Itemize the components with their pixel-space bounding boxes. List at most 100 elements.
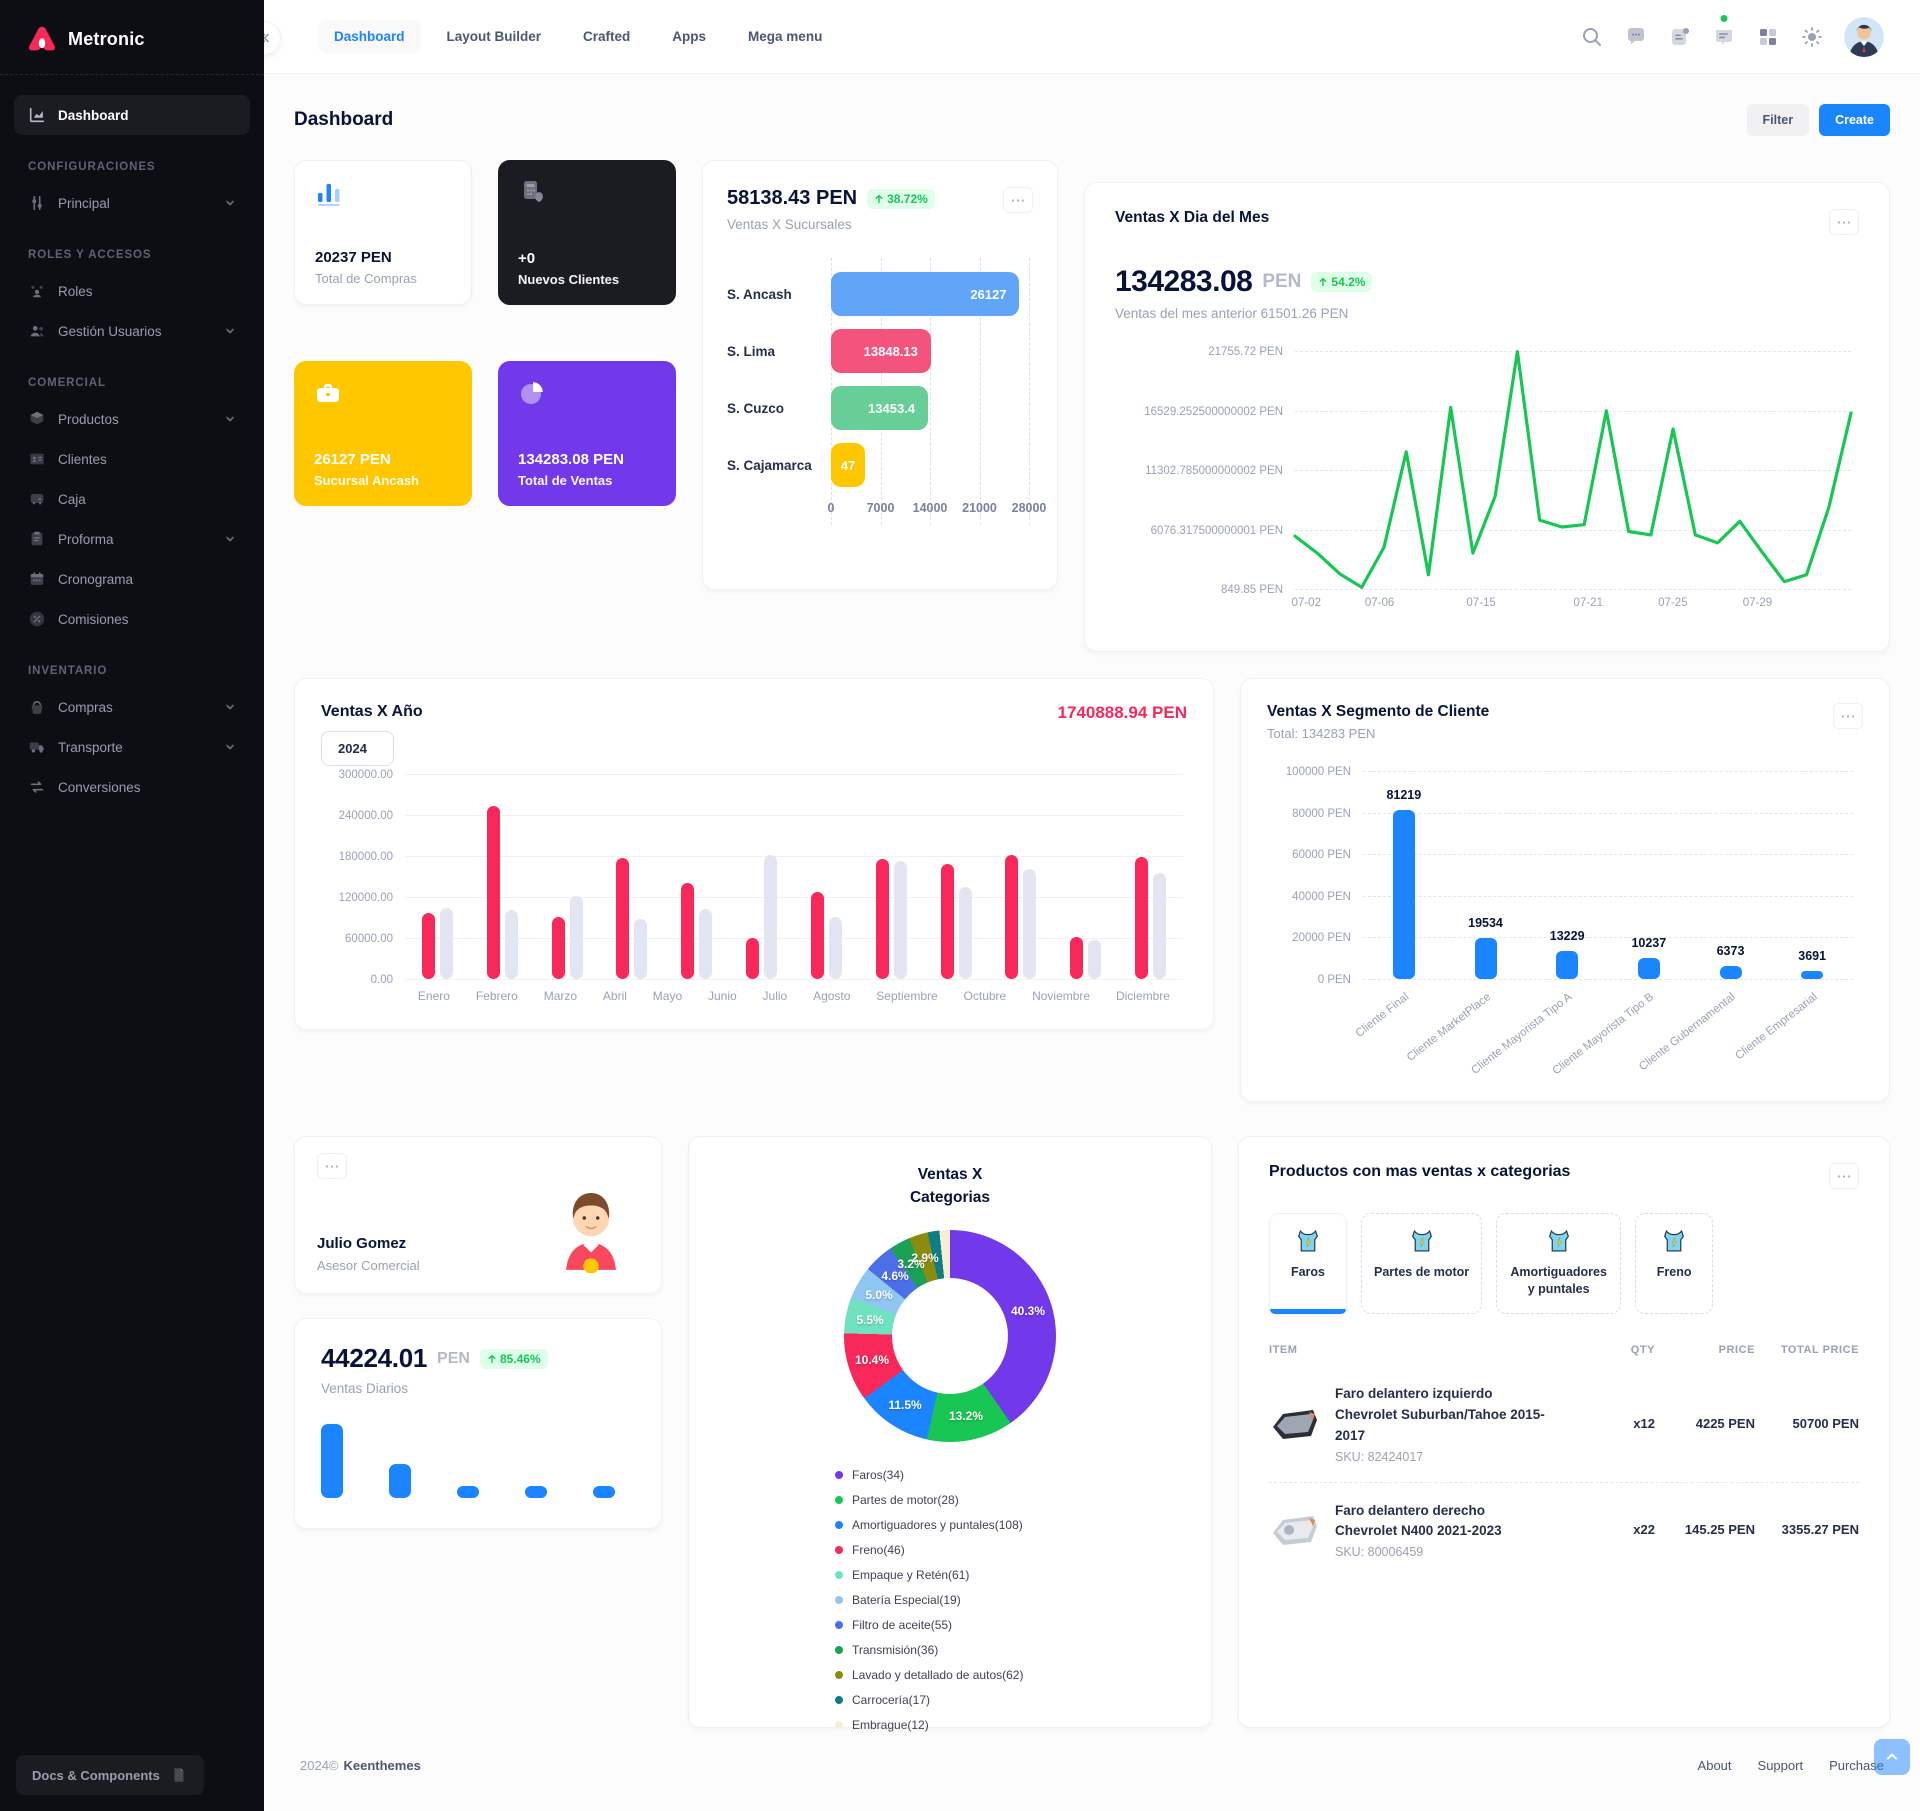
category-tab-faros[interactable]: Faros: [1269, 1213, 1347, 1314]
bar-group[interactable]: [551, 896, 583, 979]
legend-label: Freno(46): [852, 1542, 905, 1557]
bar[interactable]: [1556, 951, 1579, 979]
hbar[interactable]: 26127: [831, 272, 1020, 316]
legend-label: Lavado y detallado de autos(62): [852, 1667, 1024, 1682]
hbar[interactable]: 13453.4: [831, 386, 929, 430]
sidebar-item-proforma[interactable]: Proforma: [14, 519, 250, 559]
footer-link-support[interactable]: Support: [1757, 1758, 1804, 1773]
chevron-down-icon: [224, 325, 236, 337]
bar-group[interactable]: [746, 855, 778, 979]
sidebar-item-roles[interactable]: Roles: [14, 271, 250, 311]
bar[interactable]: [1392, 810, 1415, 979]
card-menu-button[interactable]: ⋯: [1829, 1163, 1859, 1189]
bar-group[interactable]: [1005, 855, 1037, 979]
legend-color-dot: [835, 1520, 843, 1529]
category-tab-partes-de-motor[interactable]: Partes de motor: [1361, 1213, 1483, 1314]
table-row[interactable]: Faro delantero derecho Chevrolet N400 20…: [1269, 1481, 1859, 1578]
bar-group[interactable]: [810, 892, 842, 979]
bar[interactable]: [1719, 966, 1742, 979]
chat-icon[interactable]: [1624, 25, 1648, 49]
footer-link-about[interactable]: About: [1697, 1758, 1732, 1773]
hbar[interactable]: 47: [831, 443, 865, 487]
sidebar-item-cronograma[interactable]: Cronograma: [14, 559, 250, 599]
notifications-icon[interactable]: [1668, 25, 1692, 49]
docs-components-button[interactable]: Docs & Components: [16, 1755, 204, 1795]
messages-icon[interactable]: [1712, 14, 1736, 49]
hbar-row: S. Cuzco 13453.4: [727, 386, 1033, 430]
sidebar-item-label: Proforma: [58, 531, 114, 547]
bar-group[interactable]: [616, 858, 648, 979]
productos-card: Productos con mas ventas x categorias ⋯ …: [1238, 1136, 1890, 1728]
apps-grid-icon[interactable]: [1756, 25, 1780, 49]
stat-card-total-de-ventas[interactable]: 134283.08 PEN Total de Ventas: [498, 361, 676, 506]
sidebar-item-compras[interactable]: Compras: [14, 687, 250, 727]
bar-value: 13229: [1549, 929, 1585, 943]
create-button[interactable]: Create: [1819, 104, 1890, 136]
sidebar-item-conversiones[interactable]: Conversiones: [14, 767, 250, 807]
footer-link-purchase[interactable]: Purchase: [1829, 1758, 1884, 1773]
bar-group[interactable]: [421, 908, 453, 979]
search-icon[interactable]: [1580, 25, 1604, 49]
slice-label: 10.4%: [854, 1352, 890, 1367]
user-avatar[interactable]: [1844, 16, 1884, 57]
year-select[interactable]: 2024: [321, 731, 394, 766]
category-tab-freno[interactable]: Freno: [1635, 1213, 1714, 1314]
scroll-to-top-button[interactable]: [1874, 1739, 1910, 1775]
brand-logo[interactable]: Metronic: [0, 0, 264, 74]
sidebar-item-gesti-n-usuarios[interactable]: Gestión Usuarios: [14, 311, 250, 351]
sidebar-item-productos[interactable]: Productos: [14, 399, 250, 439]
bar-group[interactable]: [486, 806, 518, 979]
category-tab-amortiguadores-y-puntales[interactable]: Amortiguadores y puntales: [1496, 1213, 1622, 1314]
bar-group[interactable]: [875, 859, 907, 979]
sidebar-item-principal[interactable]: Principal: [14, 183, 250, 223]
x-tick: Enero: [417, 989, 450, 1003]
bar-group[interactable]: [681, 883, 713, 979]
stat-card-total-de-compras[interactable]: 20237 PEN Total de Compras: [294, 160, 472, 305]
product-name[interactable]: Faro delantero izquierdo Chevrolet Subur…: [1335, 1385, 1545, 1443]
tab-mega-menu[interactable]: Mega menu: [748, 29, 823, 44]
truck-icon: [28, 738, 46, 756]
hbar[interactable]: 13848.13: [831, 329, 931, 373]
sliders-icon: [28, 194, 46, 212]
hbar-row: S. Ancash 26127: [727, 272, 1033, 316]
product-name[interactable]: Faro delantero derecho Chevrolet N400 20…: [1335, 1502, 1502, 1539]
bar-group[interactable]: [940, 864, 972, 979]
dia-x-axis: 07-02 07-06 07-15 07-21 07-25 07-29: [1292, 597, 1859, 615]
bar-value: 6373: [1716, 944, 1745, 958]
card-menu-button[interactable]: ⋯: [317, 1153, 347, 1179]
bar-group[interactable]: [1135, 857, 1167, 979]
column-header: QTY: [1630, 1343, 1655, 1356]
tab-crafted[interactable]: Crafted: [583, 29, 631, 44]
bar[interactable]: [1801, 971, 1824, 979]
filter-button[interactable]: Filter: [1746, 104, 1810, 136]
sidebar-item-dashboard[interactable]: Dashboard: [14, 95, 250, 135]
bar-group[interactable]: [1070, 937, 1102, 979]
diarios-amount: 44224.01: [321, 1343, 428, 1373]
product-price: 145.25 PEN: [1684, 1522, 1755, 1538]
tab-layout-builder[interactable]: Layout Builder: [446, 29, 542, 44]
bar[interactable]: [1637, 958, 1660, 979]
bar[interactable]: [1474, 938, 1497, 979]
tab-apps[interactable]: Apps: [672, 29, 707, 44]
sidebar-item-comisiones[interactable]: Comisiones: [14, 599, 250, 639]
card-menu-button[interactable]: ⋯: [1003, 187, 1033, 213]
card-menu-button[interactable]: ⋯: [1829, 209, 1859, 235]
stat-card-sucursal-ancash[interactable]: 26127 PEN Sucursal Ancash: [294, 361, 472, 506]
categorias-legend: Faros(34) Partes de motor(28) Amortiguador…: [835, 1468, 1065, 1732]
hbar-label: S. Cajamarca: [727, 457, 812, 473]
sidebar-item-caja[interactable]: Caja: [14, 479, 250, 519]
footer-brand-link[interactable]: Keenthemes: [343, 1758, 421, 1773]
product-qty: x12: [1633, 1416, 1655, 1432]
stat-card-nuevos-clientes[interactable]: +0 Nuevos Clientes: [498, 160, 676, 305]
x-tick: Febrero: [475, 989, 518, 1003]
segmento-card-title: Ventas X Segmento de Cliente: [1267, 703, 1490, 720]
card-menu-button[interactable]: ⋯: [1833, 703, 1863, 729]
segmento-x-axis: Cliente Final Cliente MarketPlace Cliente …: [1353, 979, 1853, 1119]
sidebar-item-label: Transporte: [58, 739, 123, 755]
sidebar-item-clientes[interactable]: Clientes: [14, 439, 250, 479]
table-row[interactable]: Faro delantero izquierdo Chevrolet Subur…: [1269, 1366, 1859, 1482]
sidebar-item-transporte[interactable]: Transporte: [14, 727, 250, 767]
theme-toggle-icon[interactable]: [1800, 25, 1824, 49]
mini-bar: [593, 1486, 615, 1498]
tab-dashboard[interactable]: Dashboard: [318, 20, 421, 53]
